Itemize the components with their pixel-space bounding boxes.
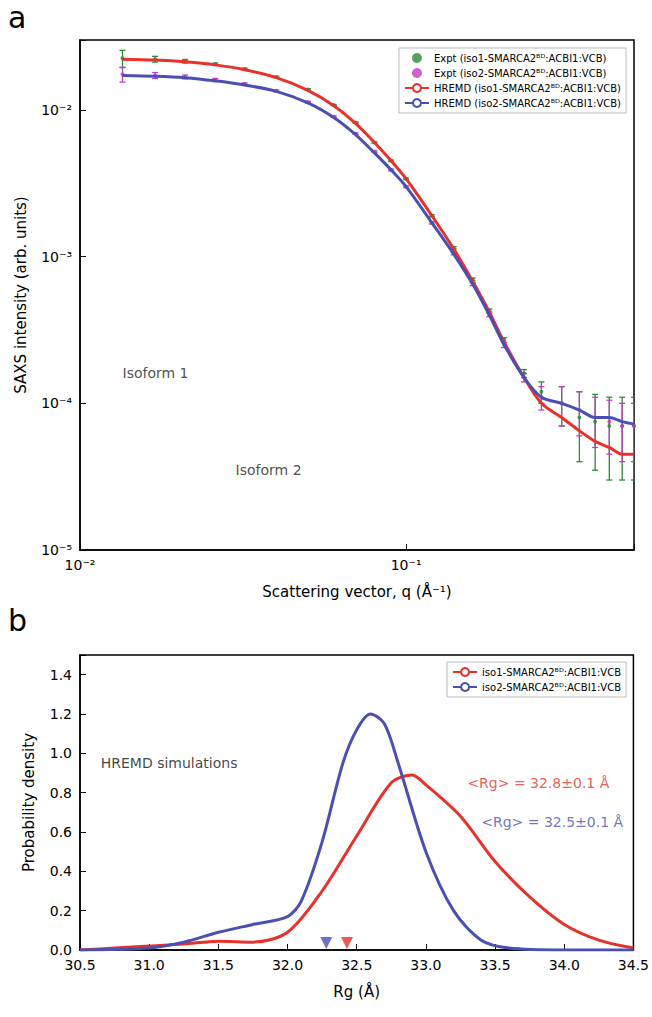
svg-text:0.2: 0.2 (50, 903, 72, 919)
svg-text:1.2: 1.2 (50, 706, 72, 722)
svg-text:Isoform 1: Isoform 1 (122, 365, 188, 381)
svg-text:<Rg> = 32.5±0.1 Å: <Rg> = 32.5±0.1 Å (481, 814, 623, 830)
svg-text:0.4: 0.4 (50, 863, 72, 879)
svg-text:<Rg> = 32.8±0.1 Å: <Rg> = 32.8±0.1 Å (467, 775, 609, 791)
svg-text:Rg (Å): Rg (Å) (333, 982, 380, 1001)
svg-text:Isoform 2: Isoform 2 (236, 462, 302, 478)
svg-text:34.0: 34.0 (549, 957, 580, 973)
svg-text:10⁻⁵: 10⁻⁵ (41, 542, 72, 558)
svg-text:10⁻³: 10⁻³ (41, 249, 72, 265)
svg-text:10⁻¹: 10⁻¹ (391, 557, 422, 573)
svg-text:31.5: 31.5 (203, 957, 234, 973)
svg-text:32.0: 32.0 (272, 957, 303, 973)
svg-text:Probability density: Probability density (20, 733, 38, 872)
svg-text:HREMD simulations: HREMD simulations (101, 755, 238, 771)
svg-text:32.5: 32.5 (341, 957, 372, 973)
svg-text:1.4: 1.4 (50, 667, 72, 683)
svg-text:0.6: 0.6 (50, 824, 72, 840)
svg-text:33.5: 33.5 (479, 957, 510, 973)
svg-text:33.0: 33.0 (410, 957, 441, 973)
svg-text:0.0: 0.0 (50, 942, 72, 958)
svg-text:a: a (8, 0, 26, 35)
svg-text:10⁻²: 10⁻² (41, 102, 72, 118)
svg-text:HREMD (iso1-SMARCA2ᴮᴰ:ACBI1:VC: HREMD (iso1-SMARCA2ᴮᴰ:ACBI1:VCB) (434, 83, 621, 94)
svg-text:30.5: 30.5 (64, 957, 95, 973)
svg-text:Scattering vector, q (Å⁻¹): Scattering vector, q (Å⁻¹) (262, 582, 451, 601)
svg-text:31.0: 31.0 (134, 957, 165, 973)
svg-text:SAXS intensity (arb. units): SAXS intensity (arb. units) (12, 196, 30, 393)
svg-text:10⁻²: 10⁻² (65, 557, 96, 573)
svg-text:b: b (8, 603, 27, 638)
svg-text:0.8: 0.8 (50, 785, 72, 801)
svg-text:1.0: 1.0 (50, 745, 72, 761)
svg-text:Expt (iso2-SMARCA2ᴮᴰ:ACBI1:VCB: Expt (iso2-SMARCA2ᴮᴰ:ACBI1:VCB) (434, 68, 607, 79)
svg-text:Expt (iso1-SMARCA2ᴮᴰ:ACBI1:VCB: Expt (iso1-SMARCA2ᴮᴰ:ACBI1:VCB) (434, 53, 607, 64)
svg-text:iso1-SMARCA2ᴮᴰ:ACBI1:VCB: iso1-SMARCA2ᴮᴰ:ACBI1:VCB (482, 667, 621, 678)
svg-text:HREMD (iso2-SMARCA2ᴮᴰ:ACBI1:VC: HREMD (iso2-SMARCA2ᴮᴰ:ACBI1:VCB) (434, 98, 621, 109)
svg-text:34.5: 34.5 (618, 957, 649, 973)
svg-text:10⁻⁴: 10⁻⁴ (41, 395, 72, 411)
svg-text:iso2-SMARCA2ᴮᴰ:ACBI1:VCB: iso2-SMARCA2ᴮᴰ:ACBI1:VCB (482, 682, 621, 693)
